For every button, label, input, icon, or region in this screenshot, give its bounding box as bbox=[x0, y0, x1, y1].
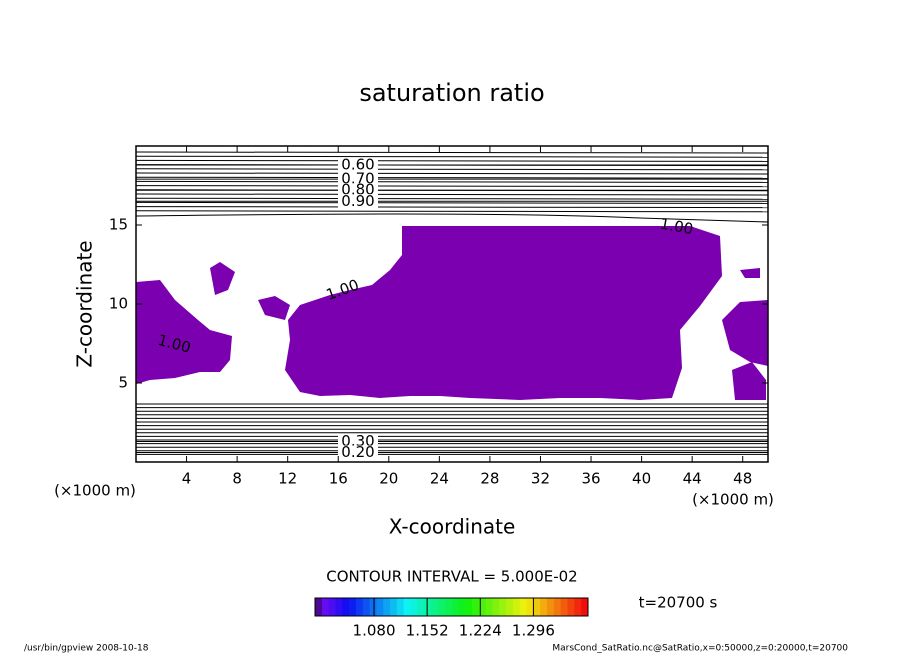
contour-line bbox=[135, 197, 769, 200]
contour-line bbox=[135, 176, 769, 179]
contour-line bbox=[135, 193, 769, 196]
contour-line bbox=[135, 172, 769, 175]
x-unit: (×1000 m) bbox=[692, 491, 774, 509]
contour-label: 0.60 bbox=[341, 155, 374, 173]
colorbar-cell bbox=[567, 598, 575, 616]
colorbar-cell bbox=[410, 598, 418, 616]
colorbar-cell bbox=[581, 598, 589, 616]
y-tick-label: 15 bbox=[109, 216, 128, 234]
contour-line bbox=[135, 201, 769, 204]
label-bg bbox=[338, 172, 378, 187]
colorbar-label: 1.296 bbox=[512, 622, 555, 640]
colorbar-cell bbox=[533, 598, 541, 616]
x-tick-label: 36 bbox=[581, 470, 600, 488]
colorbar-cell bbox=[342, 598, 350, 616]
label-bg bbox=[338, 157, 378, 172]
colorbar-cell bbox=[547, 598, 555, 616]
colorbar-cell bbox=[383, 598, 391, 616]
label-bg bbox=[338, 183, 378, 198]
x-tick-label: 16 bbox=[329, 470, 348, 488]
footer-left: /usr/bin/gpview 2008-10-18 bbox=[24, 644, 149, 654]
x-tick-label: 8 bbox=[232, 470, 242, 488]
footer-right: MarsCond_SatRatio.nc@SatRatio,x=0:50000,… bbox=[552, 644, 848, 654]
colorbar-cell bbox=[506, 598, 514, 616]
colorbar-cell bbox=[431, 598, 439, 616]
colorbar-cell bbox=[437, 598, 446, 616]
x-tick-label: 12 bbox=[278, 470, 297, 488]
colorbar-cell bbox=[362, 598, 371, 616]
contour-line bbox=[135, 185, 769, 188]
x-tick-label: 44 bbox=[683, 470, 702, 488]
colorbar-cell bbox=[315, 598, 323, 616]
colorbar-cell bbox=[355, 598, 364, 616]
y-tick-label: 5 bbox=[118, 374, 128, 392]
contour-line bbox=[135, 213, 769, 223]
contour-line bbox=[135, 206, 769, 209]
label-bg bbox=[338, 194, 378, 209]
contour-label: 0.80 bbox=[341, 181, 374, 199]
chart-title: saturation ratio bbox=[359, 79, 544, 107]
colorbar-cell bbox=[417, 598, 425, 616]
colorbar-cell bbox=[512, 598, 521, 616]
colorbar-cell bbox=[526, 598, 534, 616]
contour-line bbox=[135, 159, 769, 162]
colorbar-cell bbox=[451, 598, 459, 616]
colorbar-cell bbox=[321, 598, 330, 616]
x-tick-label: 28 bbox=[480, 470, 499, 488]
colorbar-cell bbox=[478, 598, 487, 616]
supersaturated-region bbox=[136, 226, 768, 400]
colorbar-cell bbox=[424, 598, 432, 616]
contour-label: 0.20 bbox=[341, 443, 374, 461]
contour-interval: CONTOUR INTERVAL = 5.000E-02 bbox=[326, 568, 577, 586]
y-unit: (×1000 m) bbox=[54, 482, 136, 500]
colorbar-cell bbox=[458, 598, 466, 616]
colorbar-cell bbox=[390, 598, 398, 616]
colorbar-label: 1.152 bbox=[406, 622, 449, 640]
colorbar-cell bbox=[471, 598, 480, 616]
x-tick-label: 32 bbox=[531, 470, 550, 488]
colorbar-cell bbox=[465, 598, 473, 616]
contour-line bbox=[135, 168, 769, 171]
colorbar-cell bbox=[376, 598, 384, 616]
colorbar-cell bbox=[540, 598, 548, 616]
colorbar-cell bbox=[444, 598, 452, 616]
x-tick-label: 4 bbox=[182, 470, 192, 488]
y-axis-label: Z-coordinate bbox=[73, 240, 97, 367]
colorbar-cell bbox=[574, 598, 582, 616]
x-tick-label: 40 bbox=[632, 470, 651, 488]
x-tick-label: 20 bbox=[379, 470, 398, 488]
colorbar-cell bbox=[349, 598, 357, 616]
colorbar-cell bbox=[328, 598, 336, 616]
x-tick-label: 24 bbox=[430, 470, 449, 488]
contour-line bbox=[135, 210, 769, 213]
contour-line bbox=[135, 155, 769, 158]
x-tick-label: 48 bbox=[733, 470, 752, 488]
contour-line bbox=[135, 151, 769, 154]
colorbar-label: 1.080 bbox=[353, 622, 396, 640]
colorbar-cell bbox=[560, 598, 569, 616]
time-label: t=20700 s bbox=[639, 594, 718, 612]
colorbar-frame bbox=[314, 597, 589, 617]
contour-label: 0.90 bbox=[341, 192, 374, 210]
colorbar-cell bbox=[403, 598, 412, 616]
contour-label: 0.30 bbox=[341, 432, 374, 450]
colorbar-cell bbox=[485, 598, 493, 616]
label-bg bbox=[338, 445, 378, 460]
colorbar-cell bbox=[396, 598, 405, 616]
colorbar-cell bbox=[519, 598, 528, 616]
colorbar-cell bbox=[492, 598, 500, 616]
colorbar-cell bbox=[369, 598, 377, 616]
colorbar-cell bbox=[553, 598, 562, 616]
contour-label: 1.00 bbox=[659, 215, 695, 239]
x-axis-label: X-coordinate bbox=[389, 515, 516, 539]
label-bg bbox=[338, 434, 378, 449]
contour-line bbox=[135, 180, 769, 183]
y-tick-label: 10 bbox=[109, 295, 128, 313]
colorbar-cell bbox=[335, 598, 343, 616]
colorbar-label: 1.224 bbox=[459, 622, 502, 640]
colorbar-cell bbox=[499, 598, 507, 616]
contour-label: 0.70 bbox=[341, 170, 374, 188]
